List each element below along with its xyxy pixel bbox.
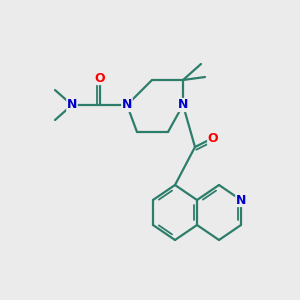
Text: O: O bbox=[95, 71, 105, 85]
Text: N: N bbox=[122, 98, 132, 112]
Text: O: O bbox=[208, 131, 218, 145]
Text: N: N bbox=[67, 98, 77, 112]
Text: N: N bbox=[178, 98, 188, 112]
Text: N: N bbox=[236, 194, 246, 206]
